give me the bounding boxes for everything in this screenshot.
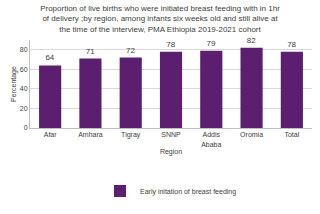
svg-text:78: 78: [166, 40, 175, 49]
svg-text:82: 82: [247, 36, 256, 45]
svg-text:AddisAbaba: AddisAbaba: [201, 131, 221, 147]
svg-text:Proportion of live births who: Proportion of live births who were initi…: [40, 4, 280, 34]
svg-text:Tigray: Tigray: [121, 131, 141, 139]
svg-text:Total: Total: [284, 131, 299, 138]
svg-text:60: 60: [20, 66, 28, 73]
svg-text:Percentage: Percentage: [10, 66, 18, 102]
svg-text:0: 0: [24, 124, 28, 131]
svg-text:Afar: Afar: [44, 131, 58, 138]
svg-text:80: 80: [20, 46, 28, 53]
svg-text:72: 72: [126, 46, 135, 55]
svg-text:78: 78: [287, 40, 296, 49]
svg-text:SNNP: SNNP: [161, 131, 181, 138]
svg-text:79: 79: [207, 39, 216, 48]
svg-text:Amhara: Amhara: [78, 131, 103, 138]
svg-text:Early initation of breast feed: Early initation of breast feeding: [140, 188, 236, 196]
svg-text:20: 20: [20, 105, 28, 112]
svg-text:64: 64: [45, 53, 54, 62]
svg-text:40: 40: [20, 85, 28, 92]
svg-text:Region: Region: [160, 148, 182, 156]
svg-text:71: 71: [86, 47, 95, 56]
svg-text:Oromia: Oromia: [240, 131, 263, 138]
